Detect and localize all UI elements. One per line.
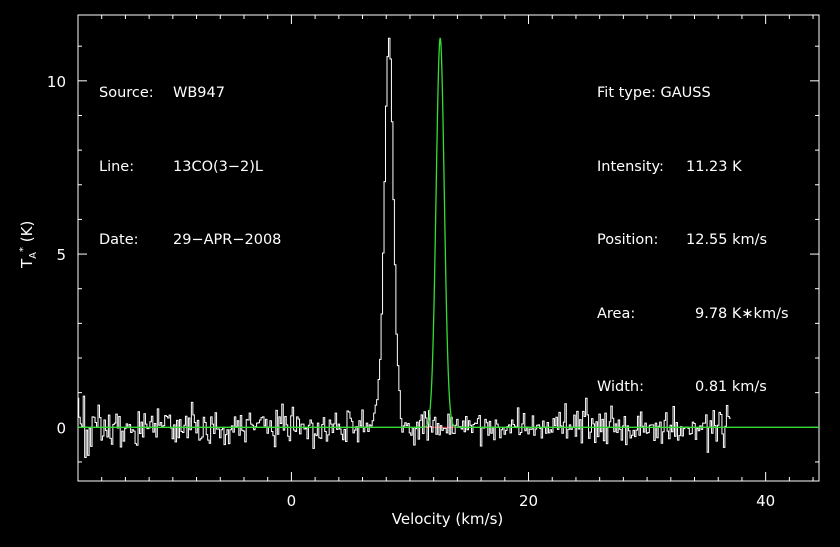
y-tick-label: 5 [56, 246, 66, 264]
fit-width-label: Width: [597, 379, 645, 395]
fit-intensity-row: Intensity: 11.23 K [597, 155, 789, 180]
axis-ticks [77, 15, 819, 481]
fit-width-value: 0.81 km/s [695, 379, 767, 395]
source-label: Source: [99, 85, 154, 101]
source-row: Source: WB947 [99, 81, 281, 106]
spectrum-line [78, 37, 731, 458]
x-tick-label: 20 [519, 492, 538, 510]
fit-position-value: 12.55 km/s [686, 232, 768, 248]
y-tick-label: 0 [56, 419, 66, 437]
y-tick-label: 10 [47, 73, 66, 91]
fit-intensity-label: Intensity: [597, 158, 664, 175]
date-label: Date: [99, 232, 139, 248]
date-value: 29−APR−2008 [173, 232, 282, 248]
plot-frame [77, 14, 820, 482]
line-label: Line: [99, 158, 135, 175]
fit-position-row: Position: 12.55 km/s [597, 228, 789, 253]
fit-width-row: Width: 0.81 km/s [597, 375, 789, 400]
date-row: Date: 29−APR−2008 [99, 228, 281, 253]
tick-labels: 0 20 40 0 5 10 [47, 73, 775, 510]
series-layer [78, 37, 819, 458]
fit-area-row: Area: 9.78 K∗km/s [597, 302, 789, 327]
gaussian-fit-line [78, 37, 819, 428]
source-info-block: Source: WB947 Line: 13CO(3−2)L Date: 29−APR… [99, 32, 281, 277]
y-axis-label: TA* (K) [18, 220, 39, 268]
fit-area-label: Area: [597, 305, 636, 322]
fit-position-label: Position: [597, 232, 659, 248]
fit-info-block: Fit type: GAUSS Intensity: 11.23 K Positi… [597, 32, 789, 424]
x-tick-label: 40 [756, 492, 775, 510]
x-axis-label: Velocity (km/s) [391, 510, 504, 528]
fit-intensity-value: 11.23 K [686, 158, 742, 175]
x-tick-label: 0 [287, 492, 297, 510]
line-row: Line: 13CO(3−2)L [99, 155, 281, 180]
line-value: 13CO(3−2)L [173, 158, 263, 175]
fit-area-value: 9.78 K∗km/s [695, 305, 789, 322]
fit-type-title: Fit type: GAUSS [597, 85, 711, 101]
source-value: WB947 [173, 85, 225, 101]
plot-border [77, 14, 820, 482]
